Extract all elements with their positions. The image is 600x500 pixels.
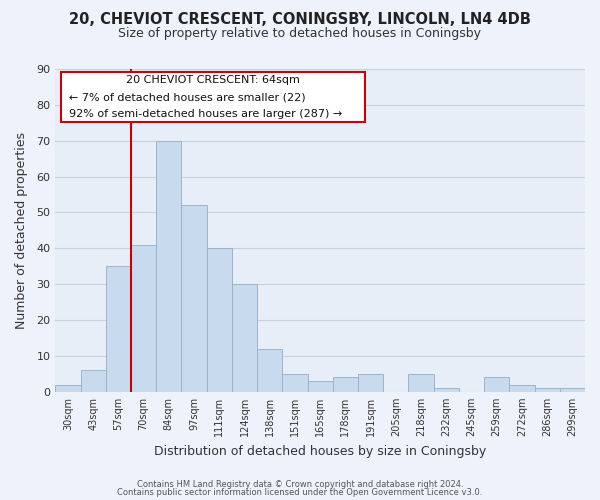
Bar: [333, 378, 358, 392]
Bar: [156, 140, 181, 392]
Text: 92% of semi-detached houses are larger (287) →: 92% of semi-detached houses are larger (…: [68, 109, 342, 119]
Bar: [257, 349, 283, 392]
Bar: [308, 381, 333, 392]
Bar: [509, 384, 535, 392]
Bar: [232, 284, 257, 392]
Bar: [55, 384, 80, 392]
X-axis label: Distribution of detached houses by size in Coningsby: Distribution of detached houses by size …: [154, 444, 486, 458]
Bar: [80, 370, 106, 392]
Bar: [106, 266, 131, 392]
Text: Contains public sector information licensed under the Open Government Licence v3: Contains public sector information licen…: [118, 488, 482, 497]
Text: ← 7% of detached houses are smaller (22): ← 7% of detached houses are smaller (22): [68, 92, 305, 102]
Bar: [560, 388, 585, 392]
Bar: [283, 374, 308, 392]
FancyBboxPatch shape: [61, 72, 365, 122]
Bar: [181, 206, 206, 392]
Bar: [358, 374, 383, 392]
Bar: [484, 378, 509, 392]
Y-axis label: Number of detached properties: Number of detached properties: [15, 132, 28, 329]
Text: 20 CHEVIOT CRESCENT: 64sqm: 20 CHEVIOT CRESCENT: 64sqm: [126, 76, 300, 86]
Bar: [535, 388, 560, 392]
Bar: [434, 388, 459, 392]
Bar: [131, 244, 156, 392]
Text: Size of property relative to detached houses in Coningsby: Size of property relative to detached ho…: [119, 28, 482, 40]
Bar: [409, 374, 434, 392]
Bar: [206, 248, 232, 392]
Text: Contains HM Land Registry data © Crown copyright and database right 2024.: Contains HM Land Registry data © Crown c…: [137, 480, 463, 489]
Text: 20, CHEVIOT CRESCENT, CONINGSBY, LINCOLN, LN4 4DB: 20, CHEVIOT CRESCENT, CONINGSBY, LINCOLN…: [69, 12, 531, 28]
